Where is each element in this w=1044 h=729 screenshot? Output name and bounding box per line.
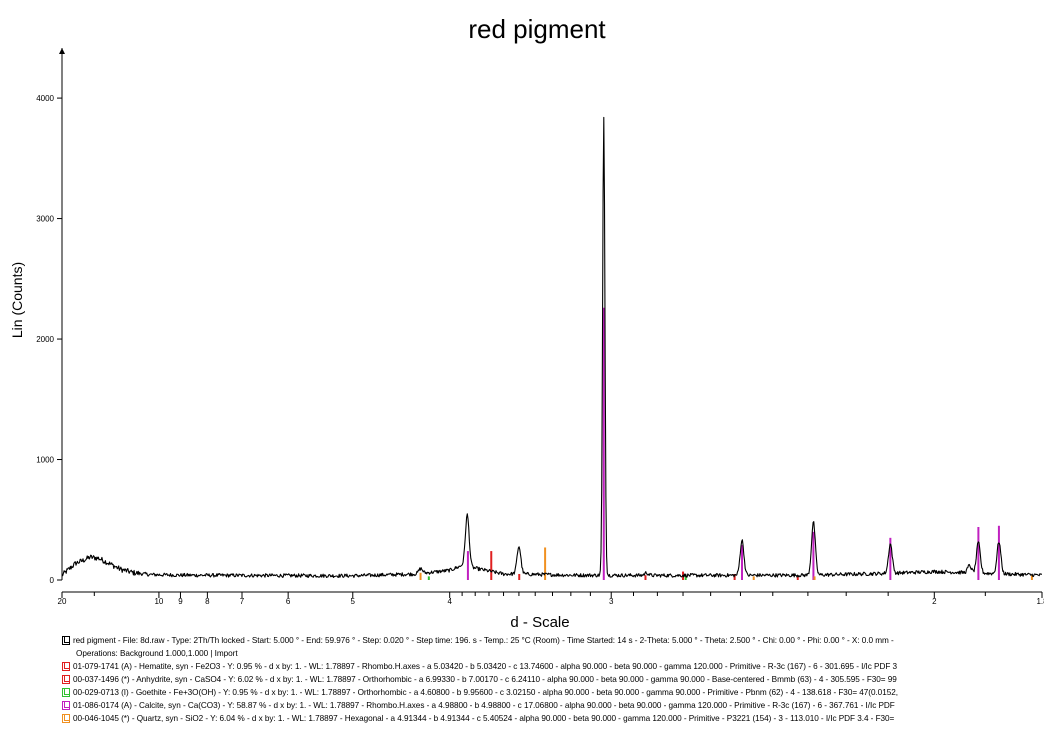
legend-swatch <box>62 701 70 710</box>
y-axis-label: Lin (Counts) <box>9 262 25 338</box>
y-tick-label: 0 <box>50 576 55 585</box>
legend-label: 00-037-1496 (*) - Anhydrite, syn - CaSO4… <box>73 675 897 684</box>
legend-entry: 01-079-1741 (A) - Hematite, syn - Fe2O3 … <box>62 660 1042 673</box>
diffraction-pattern-line <box>61 116 1042 579</box>
x-tick-label: 8 <box>205 597 210 606</box>
legend-label: Operations: Background 1.000,1.000 | Imp… <box>76 649 238 658</box>
legend-swatch <box>62 714 70 723</box>
legend-entry: 01-086-0174 (A) - Calcite, syn - Ca(CO3)… <box>62 699 1042 712</box>
legend-entry: 00-029-0713 (I) - Goethite - Fe+3O(OH) -… <box>62 686 1042 699</box>
x-tick-label: 6 <box>286 597 291 606</box>
legend-entry: 00-046-1045 (*) - Quartz, syn - SiO2 - Y… <box>62 712 1042 725</box>
legend-swatch <box>62 662 70 671</box>
chart-title: red pigment <box>468 14 606 44</box>
legend-entry: Operations: Background 1.000,1.000 | Imp… <box>62 647 1042 660</box>
x-tick-label: 1.8 <box>1036 597 1044 606</box>
axes <box>59 48 1042 593</box>
legend-label: 00-029-0713 (I) - Goethite - Fe+3O(OH) -… <box>73 688 898 697</box>
legend-swatch <box>62 675 70 684</box>
x-tick-label: 10 <box>154 597 163 606</box>
legend-label: 01-086-0174 (A) - Calcite, syn - Ca(CO3)… <box>73 701 895 710</box>
legend-label: 00-046-1045 (*) - Quartz, syn - SiO2 - Y… <box>73 714 895 723</box>
x-axis-label: d - Scale <box>510 614 569 631</box>
reference-pattern-lines <box>419 307 1033 580</box>
y-tick-label: 2000 <box>36 335 54 344</box>
x-tick-label: 2 <box>932 597 937 606</box>
y-tick-label: 4000 <box>36 94 54 103</box>
x-tick-label: 9 <box>178 597 183 606</box>
legend-entry: red pigment - File: 8d.raw - Type: 2Th/T… <box>62 634 1042 647</box>
x-tick-label: 3 <box>609 597 614 606</box>
x-tick-label: 4 <box>447 597 452 606</box>
y-axis-arrow <box>59 48 65 54</box>
y-tick-label: 3000 <box>36 215 54 224</box>
x-tick-label: 5 <box>351 597 356 606</box>
legend: red pigment - File: 8d.raw - Type: 2Th/T… <box>62 634 1042 725</box>
legend-swatch <box>62 636 70 645</box>
legend-entry: 00-037-1496 (*) - Anhydrite, syn - CaSO4… <box>62 673 1042 686</box>
x-tick-label: 7 <box>240 597 245 606</box>
axis-ticks: 0 1000 2000 3000 4000 20 10 9 8 7 6 5 4 3 2 1.8 <box>36 94 1044 606</box>
legend-label: red pigment - File: 8d.raw - Type: 2Th/T… <box>73 636 894 645</box>
x-tick-label: 20 <box>58 597 67 606</box>
legend-label: 01-079-1741 (A) - Hematite, syn - Fe2O3 … <box>73 662 897 671</box>
y-tick-label: 1000 <box>36 456 54 465</box>
legend-swatch <box>62 688 70 697</box>
